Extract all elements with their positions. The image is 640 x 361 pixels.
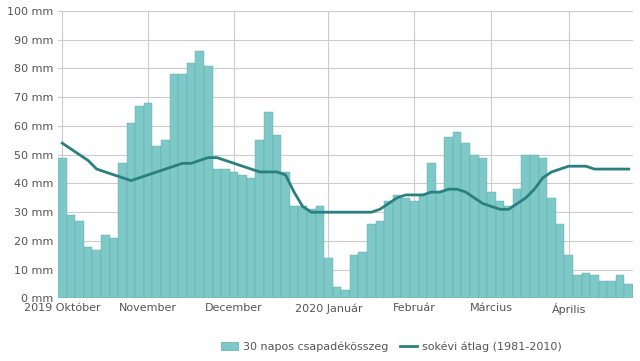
Bar (496, 201, 504, 299)
Bar (247, 178, 255, 299)
Bar (470, 155, 479, 299)
Bar (350, 255, 358, 299)
Bar (161, 140, 170, 299)
Bar (170, 74, 178, 299)
Bar (135, 106, 144, 299)
Bar (84, 247, 92, 299)
Bar (195, 51, 204, 299)
Bar (564, 255, 573, 299)
Bar (290, 206, 298, 299)
Bar (127, 123, 135, 299)
Bar (419, 195, 427, 299)
Bar (264, 112, 273, 299)
Bar (238, 175, 247, 299)
Bar (255, 140, 264, 299)
Bar (590, 275, 599, 299)
Bar (616, 275, 625, 299)
Bar (212, 169, 221, 299)
Bar (316, 206, 324, 299)
Bar (607, 281, 616, 299)
Bar (410, 201, 419, 299)
Bar (230, 172, 238, 299)
Bar (487, 192, 496, 299)
Bar (504, 206, 513, 299)
Bar (401, 198, 410, 299)
Bar (556, 224, 564, 299)
Bar (461, 143, 470, 299)
Bar (341, 290, 350, 299)
Bar (109, 238, 118, 299)
Bar (513, 189, 522, 299)
Bar (118, 163, 127, 299)
Bar (76, 221, 84, 299)
Bar (221, 169, 230, 299)
Bar (599, 281, 607, 299)
Bar (204, 66, 212, 299)
Bar (67, 215, 76, 299)
Bar (427, 163, 436, 299)
Bar (298, 206, 307, 299)
Bar (436, 192, 444, 299)
Bar (178, 74, 187, 299)
Bar (281, 172, 290, 299)
Bar (522, 155, 530, 299)
Legend: 30 napos csapadékösszeg, sokévi átlag (1981-2010): 30 napos csapadékösszeg, sokévi átlag (1… (217, 337, 566, 356)
Bar (384, 201, 393, 299)
Bar (358, 252, 367, 299)
Bar (333, 287, 341, 299)
Bar (625, 284, 633, 299)
Bar (152, 146, 161, 299)
Bar (307, 209, 316, 299)
Bar (101, 235, 109, 299)
Bar (58, 157, 67, 299)
Bar (324, 258, 333, 299)
Bar (547, 198, 556, 299)
Bar (187, 63, 195, 299)
Bar (530, 155, 539, 299)
Bar (444, 138, 453, 299)
Bar (453, 132, 461, 299)
Bar (573, 275, 582, 299)
Bar (273, 135, 281, 299)
Bar (393, 195, 401, 299)
Bar (539, 157, 547, 299)
Bar (582, 273, 590, 299)
Bar (92, 249, 101, 299)
Bar (376, 221, 384, 299)
Bar (479, 157, 487, 299)
Bar (367, 224, 376, 299)
Bar (144, 103, 152, 299)
